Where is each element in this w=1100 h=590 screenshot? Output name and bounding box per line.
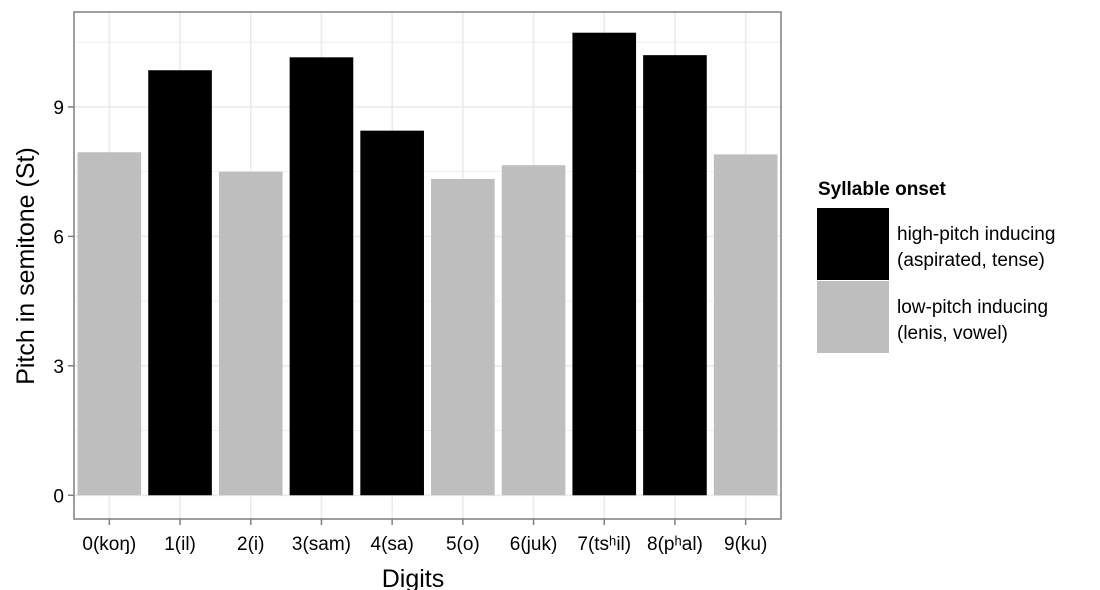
bar-4 <box>360 130 424 496</box>
x-tick-label: 7(tsʰil) <box>577 534 631 555</box>
y-tick-label: 9 <box>53 98 64 119</box>
legend-label-low-line1: low-pitch inducing <box>897 297 1048 318</box>
y-axis: 0 3 6 9 <box>53 98 74 507</box>
bar-2 <box>218 171 283 496</box>
legend: Syllable onset high-pitch inducing (aspi… <box>817 179 1055 353</box>
legend-label-high-line2: (aspirated, tense) <box>897 250 1045 271</box>
x-tick-label: 3(sam) <box>292 534 351 555</box>
x-tick-label: 0(koŋ) <box>82 534 136 555</box>
legend-label-low-line2: (lenis, vowel) <box>897 323 1008 344</box>
bars <box>77 32 778 496</box>
x-axis-title: Digits <box>382 565 445 590</box>
x-tick-label: 8(pʰal) <box>647 534 703 555</box>
x-axis: 0(koŋ) 1(il) 2(i) 3(sam) 4(sa) 5(o) 6(juk) 7(ts… <box>82 519 767 555</box>
bar-8 <box>643 55 707 496</box>
x-tick-label: 2(i) <box>237 534 264 555</box>
x-tick-label: 1(il) <box>164 534 196 555</box>
y-tick-label: 6 <box>53 227 64 248</box>
legend-label-high-line1: high-pitch inducing <box>897 224 1055 245</box>
x-tick-label: 9(ku) <box>724 534 767 555</box>
legend-key-high <box>817 208 889 280</box>
x-tick-label: 4(sa) <box>371 534 414 555</box>
bar-5 <box>431 178 495 496</box>
x-tick-label: 6(juk) <box>510 534 558 555</box>
legend-title: Syllable onset <box>818 179 946 200</box>
bar-0 <box>77 152 142 496</box>
plot-area: 0 3 6 9 0(koŋ) 1(il) 2(i) 3(sam) 4(sa) 5(o) 6(juk… <box>53 11 782 555</box>
y-axis-title: Pitch in semitone (St) <box>12 147 40 385</box>
y-tick-label: 3 <box>53 357 64 378</box>
bar-6 <box>501 165 566 496</box>
bar-1 <box>148 70 212 496</box>
x-tick-label: 5(o) <box>446 534 480 555</box>
bar-9 <box>713 154 778 496</box>
bar-3 <box>289 57 354 496</box>
y-tick-label: 0 <box>53 486 64 507</box>
legend-key-low <box>817 281 889 353</box>
bar-7 <box>572 32 637 496</box>
plot-panel-border <box>73 11 782 520</box>
